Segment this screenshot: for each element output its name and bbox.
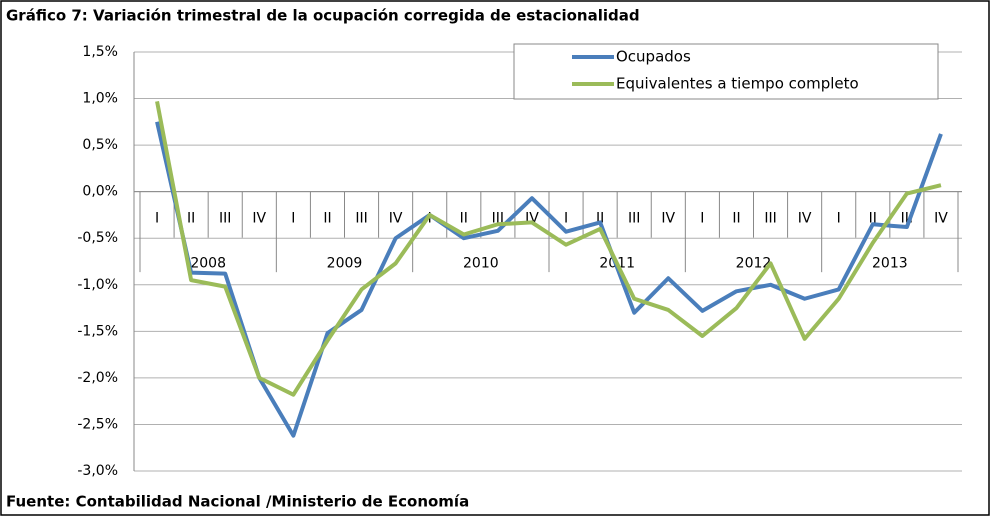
x-tick-label: II [732, 211, 740, 227]
x-tick-label: I [700, 211, 704, 227]
legend-label: Ocupados [616, 48, 691, 66]
y-tick-label: 1,5% [82, 44, 118, 60]
x-tick-label: I [291, 211, 295, 227]
x-tick-label: III [219, 211, 231, 227]
y-tick-label: -0,5% [77, 230, 118, 246]
x-tick-label: II [869, 211, 877, 227]
y-tick-label: -2,5% [77, 416, 118, 432]
x-tick-label: IV [661, 211, 675, 227]
x-tick-label: I [155, 211, 159, 227]
x-tick-label: I [564, 211, 568, 227]
x-group-label: 2012 [736, 256, 772, 272]
x-group-label: 2010 [463, 256, 499, 272]
legend-label: Equivalentes a tiempo completo [616, 75, 859, 93]
x-tick-label: IV [798, 211, 812, 227]
source: Fuente: Contabilidad Nacional /Ministeri… [6, 493, 469, 511]
y-tick-label: 0,0% [82, 184, 118, 200]
x-tick-label: III [355, 211, 367, 227]
series-line [155, 121, 943, 438]
x-tick-label: II [323, 211, 331, 227]
y-tick-label: -1,0% [77, 277, 118, 293]
x-tick-label: III [628, 211, 640, 227]
x-group-label: 2008 [190, 256, 226, 272]
y-tick-label: -3,0% [77, 463, 118, 479]
x-tick-label: IV [934, 211, 948, 227]
y-tick-label: -1,5% [77, 323, 118, 339]
x-group-label: 2009 [327, 256, 363, 272]
x-tick-label: II [596, 211, 604, 227]
x-tick-label: IV [252, 211, 266, 227]
legend-box [513, 43, 939, 100]
y-tick-label: 0,5% [82, 137, 118, 153]
x-tick-label: IV [389, 211, 403, 227]
y-tick-label: -2,0% [77, 370, 118, 386]
x-tick-label: II [460, 211, 468, 227]
x-tick-label: II [187, 211, 195, 227]
y-tick-label: 1,0% [82, 91, 118, 107]
series-line [155, 100, 942, 397]
x-tick-label: III [764, 211, 776, 227]
chart-title: Gráfico 7: Variación trimestral de la oc… [6, 7, 640, 25]
x-tick-label: I [428, 211, 432, 227]
x-group-label: 2013 [872, 256, 908, 272]
x-tick-label: I [837, 211, 841, 227]
